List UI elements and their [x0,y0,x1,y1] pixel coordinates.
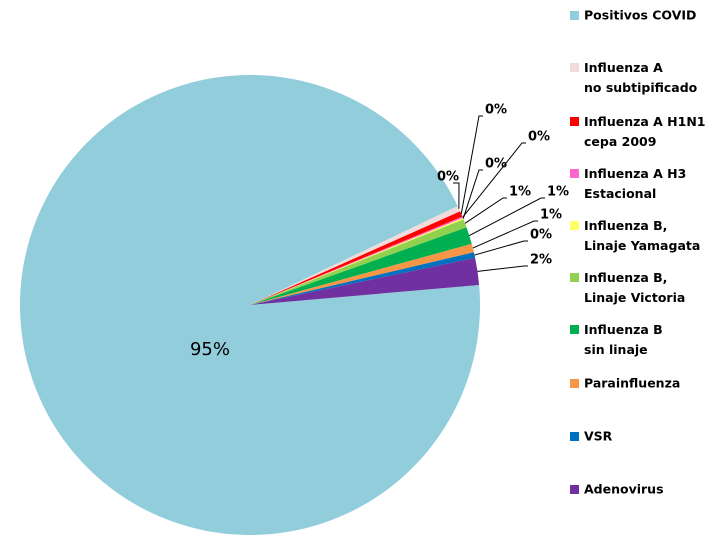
legend-swatch [570,169,579,178]
pie-slice [250,257,480,305]
legend-label: VSR [584,429,613,444]
pie-slice [20,74,480,535]
legend-label: Parainfluenza [584,376,680,391]
data-label: 0% [485,103,507,118]
data-label: 2% [530,253,552,268]
pie-slice [250,211,463,305]
leader-line [474,240,528,256]
legend-label: Influenza B, Linaje Yamagata [584,218,700,253]
legend-swatch [570,117,579,126]
legend-swatch [570,325,579,334]
legend-label: Adenovirus [584,482,664,497]
leader-line [460,115,483,215]
legend-label: Influenza B, Linaje Victoria [584,270,685,305]
leader-line [477,265,528,272]
pie-slice [250,227,472,305]
data-label: 0% [530,228,552,243]
legend-swatch [570,11,579,20]
legend-label: Positivos COVID [584,8,696,23]
pie-slice [250,219,467,305]
legend-swatch [570,63,579,72]
pie-slice [250,206,461,305]
leader-line [472,220,538,249]
data-label: 1% [547,185,569,200]
data-label: 1% [540,208,562,223]
legend-label: Influenza A H1N1 cepa 2009 [584,114,706,149]
leader-line [462,142,526,218]
legend-swatch [570,221,579,230]
legend-swatch [570,379,579,388]
data-label: 1% [509,185,531,200]
legend-swatch [570,273,579,282]
legend-label: Influenza A H3 Estacional [584,166,686,201]
leader-line [462,169,483,219]
legend-swatch [570,432,579,441]
legend-swatch [570,485,579,494]
pie-slice [250,243,474,305]
pie-slice [250,216,463,305]
data-label: 0% [437,170,459,185]
leader-line [469,197,545,237]
data-label: 95% [190,339,230,360]
pie-slice [250,252,476,305]
data-label: 0% [485,157,507,172]
data-label: 0% [528,130,550,145]
leader-line [453,182,460,209]
leader-line [464,197,507,224]
pie-slice [250,217,464,305]
